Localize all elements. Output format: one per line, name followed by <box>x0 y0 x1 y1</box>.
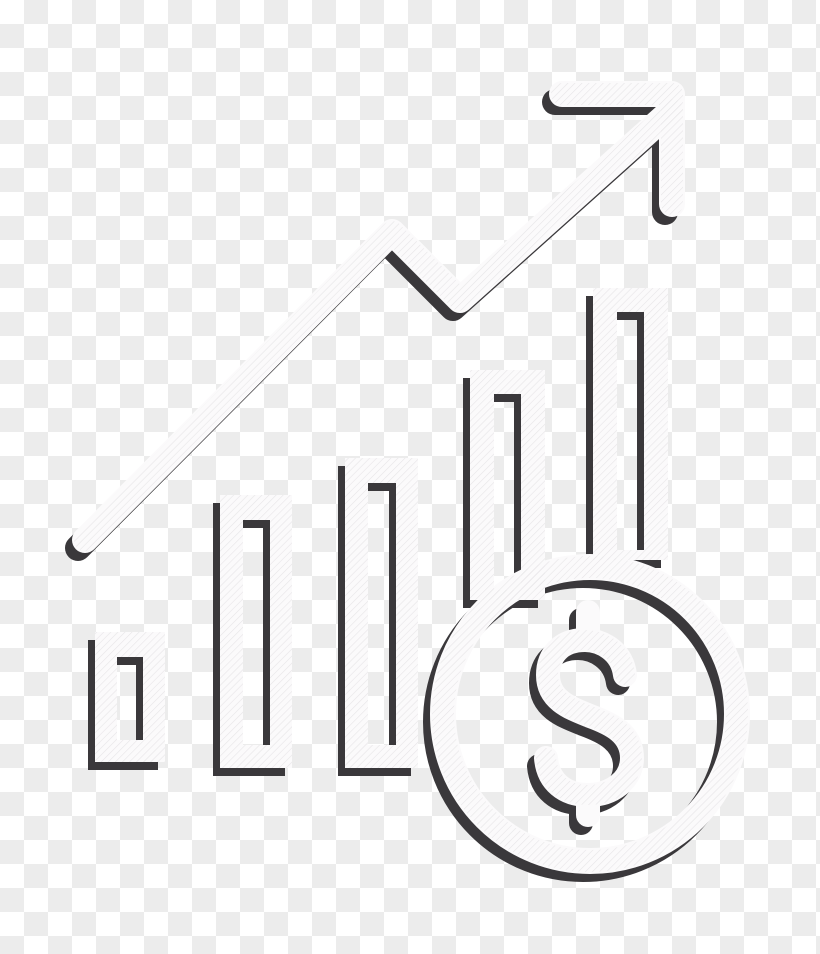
hatch-texture <box>74 83 748 872</box>
